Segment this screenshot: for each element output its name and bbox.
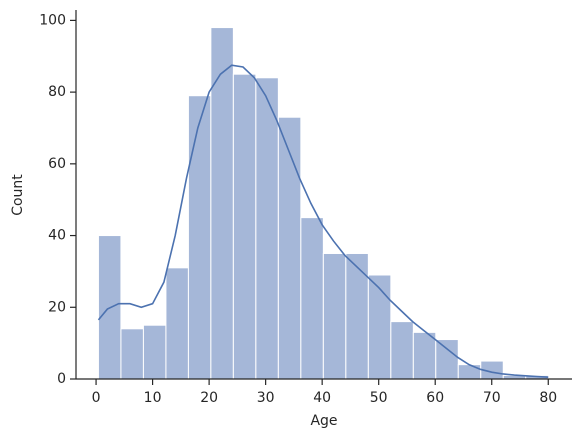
x-tick-label: 20 <box>200 390 218 406</box>
bar <box>187 95 212 380</box>
bar <box>435 339 459 380</box>
bar <box>120 328 144 380</box>
y-tick-label: 40 <box>48 228 66 244</box>
x-tick-label: 70 <box>483 390 501 406</box>
bar <box>232 73 257 380</box>
y-tick-label: 20 <box>48 299 66 315</box>
x-tick-label: 60 <box>426 390 444 406</box>
x-tick-label: 50 <box>370 390 388 406</box>
bar <box>457 364 482 380</box>
y-tick-label: 100 <box>39 12 66 28</box>
bar <box>277 116 302 380</box>
y-tick-label: 0 <box>57 371 66 387</box>
y-tick-label: 80 <box>48 84 66 100</box>
x-tick-label: 30 <box>257 390 275 406</box>
y-axis-label: Count <box>10 174 26 216</box>
bar <box>255 77 279 380</box>
bar <box>367 274 392 380</box>
y-tick-label: 60 <box>48 156 66 172</box>
bar <box>142 324 167 380</box>
bar <box>390 321 414 380</box>
bar <box>345 252 369 380</box>
bar <box>210 27 234 380</box>
x-tick-label: 0 <box>92 390 101 406</box>
x-tick-label: 40 <box>313 390 331 406</box>
x-axis-label: Age <box>310 413 337 429</box>
bar <box>300 217 324 380</box>
kde-line <box>97 64 549 379</box>
x-tick-label: 80 <box>539 390 557 406</box>
bar <box>322 252 347 380</box>
bar <box>165 267 189 380</box>
bar <box>412 331 437 380</box>
x-tick-label: 10 <box>144 390 162 406</box>
